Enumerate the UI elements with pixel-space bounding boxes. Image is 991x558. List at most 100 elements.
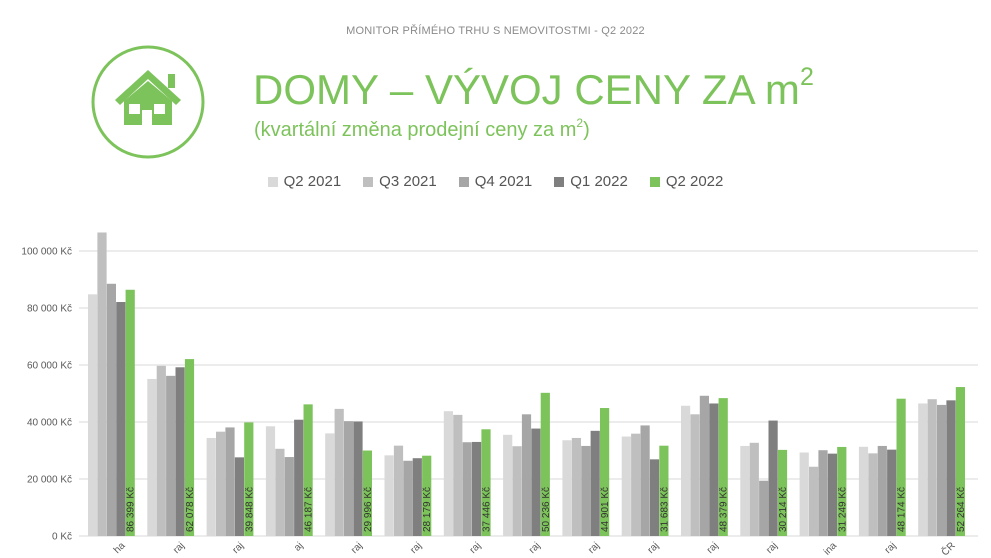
- bar: [837, 446, 847, 536]
- bar: [88, 294, 98, 536]
- bar: [453, 414, 463, 536]
- bar: [106, 283, 116, 536]
- bar: [777, 449, 788, 536]
- legend-swatch: [458, 176, 469, 187]
- x-category-label: raj: [586, 540, 602, 556]
- data-label: 29 996 Kč: [363, 487, 374, 532]
- bar: [362, 450, 372, 536]
- bar: [896, 398, 906, 536]
- bar: [125, 289, 135, 536]
- bar: [412, 458, 422, 536]
- bar: [234, 457, 244, 536]
- legend-label: Q4 2021: [474, 173, 533, 190]
- bar: [918, 403, 928, 536]
- bar: [659, 445, 669, 536]
- bar: [225, 427, 235, 536]
- bar: [531, 428, 541, 536]
- bar: [244, 422, 254, 536]
- report-header: MONITOR PŘÍMÉHO TRHU S NEMOVITOSTMI - Q2…: [346, 25, 645, 37]
- data-label: 48 174 Kč: [897, 487, 908, 532]
- bar: [116, 302, 126, 536]
- bar: [156, 365, 166, 536]
- bar: [294, 419, 304, 536]
- bar: [472, 441, 482, 536]
- data-label: 46 187 Kč: [304, 487, 315, 532]
- bar: [462, 442, 472, 536]
- bar: [166, 375, 176, 536]
- bar: [175, 367, 185, 536]
- bar: [600, 408, 610, 536]
- bar: [718, 398, 728, 536]
- chart-title: DOMY – VÝVOJ CENY ZA m2: [253, 63, 814, 114]
- bar: [649, 459, 660, 536]
- legend-swatch: [267, 176, 278, 187]
- x-category-label: ČR: [938, 539, 957, 558]
- bar: [303, 404, 313, 536]
- bar: [216, 431, 226, 536]
- data-label: 31 683 Kč: [659, 487, 670, 532]
- x-category-label: raj: [705, 540, 721, 556]
- bar: [681, 405, 691, 536]
- data-label: 28 179 Kč: [422, 487, 433, 532]
- x-category-label: ha: [112, 540, 128, 556]
- bar: [403, 460, 413, 536]
- legend-label: Q3 2021: [379, 173, 437, 190]
- data-label: 50 236 Kč: [541, 487, 552, 532]
- legend-label: Q2 2021: [283, 173, 342, 190]
- y-tick-label: 20 000 Kč: [27, 475, 72, 486]
- data-label: 39 848 Kč: [244, 487, 255, 532]
- bar: [443, 411, 453, 536]
- bar: [827, 453, 837, 536]
- data-label: 62 078 Kč: [185, 487, 196, 532]
- bar: [540, 392, 550, 536]
- legend-label: Q2 2022: [665, 173, 724, 190]
- x-category-label: ina: [822, 540, 840, 558]
- x-category-label: raj: [646, 540, 662, 556]
- bar: [937, 404, 947, 536]
- data-label: 37 446 Kč: [482, 487, 493, 532]
- x-category-label: aj: [292, 540, 305, 553]
- bar: [422, 455, 432, 536]
- x-category-label: raj: [527, 540, 543, 556]
- bar: [768, 420, 778, 536]
- bar: [809, 466, 819, 536]
- legend-item: Q4 2021: [458, 173, 533, 190]
- legend-item: Q3 2021: [363, 173, 437, 190]
- bar: [521, 414, 532, 536]
- y-tick-label: 100 000 Kč: [21, 247, 72, 258]
- bar: [184, 359, 195, 536]
- data-label: 86 399 Kč: [126, 487, 137, 532]
- x-category-label: raj: [408, 540, 424, 556]
- bar: [581, 445, 591, 536]
- data-label: 30 214 Kč: [778, 487, 789, 532]
- x-category-label: raj: [230, 540, 246, 556]
- bar: [740, 445, 750, 536]
- house-icon: [91, 45, 205, 159]
- bar: [759, 480, 769, 536]
- bar: [147, 378, 157, 536]
- bar: [927, 399, 937, 536]
- bar: [709, 403, 719, 536]
- bar: [640, 425, 650, 536]
- bar: [946, 400, 956, 536]
- bar: [265, 426, 276, 536]
- chart-subtitle: (kvartální změna prodejní ceny za m2): [254, 116, 590, 141]
- bar: [858, 446, 869, 536]
- y-tick-label: 40 000 Kč: [27, 418, 72, 429]
- y-tick-label: 80 000 Kč: [27, 304, 72, 315]
- x-category-label: raj: [764, 540, 780, 556]
- bar: [503, 434, 513, 536]
- data-label: 48 379 Kč: [719, 487, 730, 532]
- bar: [877, 445, 887, 536]
- bar: [97, 232, 107, 536]
- bar: [481, 429, 491, 536]
- data-label: 52 264 Kč: [956, 487, 967, 532]
- bar-chart: 0 Kč 20 000 Kč 40 000 Kč 60 000 Kč 80 000 Kč…: [21, 232, 978, 558]
- bar: [384, 455, 394, 536]
- x-category-label: raj: [883, 540, 899, 556]
- data-label: 44 901 Kč: [600, 487, 611, 532]
- bar: [571, 437, 581, 536]
- legend-label: Q1 2022: [570, 173, 628, 190]
- x-category-label: raj: [171, 540, 187, 556]
- y-tick-label: 60 000 Kč: [27, 361, 72, 372]
